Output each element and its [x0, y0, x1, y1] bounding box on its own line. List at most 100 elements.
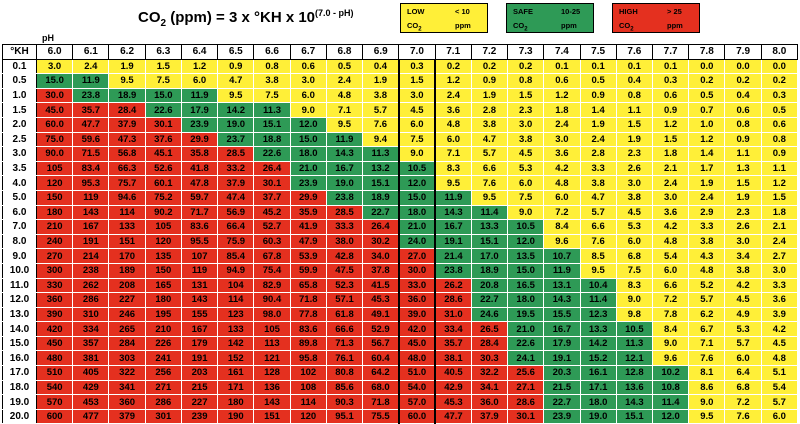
co2-cell: 8.5: [579, 248, 617, 264]
co2-cell: 6.0: [615, 233, 653, 250]
co2-cell: 102: [289, 365, 327, 381]
co2-cell: 9.6: [651, 350, 690, 367]
co2-cell: 18.9: [362, 189, 400, 206]
co2-cell: 0.6: [543, 73, 581, 89]
legend-high-label: HIGH: [619, 7, 638, 16]
co2-table: °KH 6.0 6.1 6.2 6.3 6.4 6.5 6.6 6.7 6.8 6.9 7.0 7.1 7…: [2, 44, 799, 424]
ph-header-cell: 7.5: [579, 44, 617, 60]
co2-cell: 56.7: [362, 335, 400, 352]
ph-header-cell: 6.5: [217, 44, 255, 60]
co2-cell: 10.7: [543, 248, 581, 264]
co2-cell: 75.0: [35, 131, 74, 148]
kh-row-label: 2.0: [2, 116, 37, 133]
co2-cell: 30.2: [362, 233, 400, 250]
co2-cell: 2.4: [651, 175, 690, 191]
co2-cell: 67.8: [253, 248, 291, 264]
co2-cell: 1.1: [760, 160, 799, 177]
ph-header-cell: 7.2: [470, 44, 509, 60]
co2-cell: 71.8: [289, 292, 327, 308]
table-row: 13.0 390 310 246 195 155 123 98.0 77.8 61.8 49.1 39…: [2, 306, 799, 323]
co2-cell: 210: [144, 321, 182, 337]
co2-cell: 300: [35, 262, 74, 279]
co2-cell: 4.2: [724, 277, 762, 294]
co2-cell: 45.3: [362, 292, 400, 308]
co2-cell: 0.9: [579, 87, 617, 104]
co2-cell: 28.6: [507, 394, 545, 410]
co2-cell: 60.0: [35, 116, 74, 133]
co2-cell: 8.3: [434, 160, 472, 177]
table-row: 10.0 300 238 189 150 119 94.9 75.4 59.9 47.5 37.8 3…: [2, 262, 799, 279]
co2-cell: 39.0: [397, 306, 437, 323]
co2-cell: 360: [35, 292, 74, 308]
co2-cell: 25.6: [507, 365, 545, 381]
co2-cell: 1.5: [651, 131, 690, 148]
co2-cell: 47.7: [72, 116, 110, 133]
co2-cell: 227: [108, 292, 146, 308]
co2-cell: 28.4: [470, 335, 509, 352]
co2-cell: 0.8: [507, 73, 545, 89]
co2-cell: 19.1: [434, 233, 472, 250]
co2-cell: 17.1: [579, 379, 617, 396]
co2-cell: 189: [108, 262, 146, 279]
co2-cell: 34.1: [470, 379, 509, 396]
co2-cell: 0.9: [724, 131, 762, 148]
co2-cell: 5.4: [760, 379, 799, 396]
co2-cell: 1.9: [470, 87, 509, 104]
co2-cell: 36.0: [470, 394, 509, 410]
table-row: 2.5 75.0 59.6 47.3 37.6 29.9 23.7 18.8 15.0 11.9 9…: [2, 131, 799, 148]
co2-cell: 3.8: [470, 116, 509, 133]
header: CO2 (ppm) = 3 x °KH x 10(7.0 - pH) LOW <…: [0, 0, 800, 45]
table-row: 3.0 90.0 71.5 56.8 45.1 35.8 28.5 22.6 18.0 14.3 1…: [2, 146, 799, 162]
co2-cell: 322: [108, 365, 146, 381]
co2-cell: 21.0: [397, 219, 437, 235]
co2-cell: 8.4: [651, 321, 690, 337]
co2-cell: 56.9: [217, 204, 255, 221]
co2-cell: 0.2: [507, 58, 545, 75]
co2-cell: 3.8: [724, 262, 762, 279]
co2-cell: 3.3: [760, 277, 799, 294]
co2-cell: 7.2: [651, 292, 690, 308]
co2-cell: 6.4: [724, 365, 762, 381]
co2-cell: 4.8: [434, 116, 472, 133]
co2-cell: 131: [180, 277, 219, 294]
co2-cell: 3.9: [760, 306, 799, 323]
table-row: 9.0 270 214 170 135 107 85.4 67.8 53.9 42.8 34.0 27…: [2, 248, 799, 264]
co2-cell: 15.1: [362, 175, 400, 191]
co2-cell: 240: [35, 233, 74, 250]
co2-cell: 1.2: [434, 73, 472, 89]
co2-cell: 3.3: [688, 219, 726, 235]
co2-cell: 11.3: [362, 146, 400, 162]
co2-cell: 52.6: [144, 160, 182, 177]
co2-cell: 0.6: [760, 116, 799, 133]
co2-cell: 4.7: [217, 73, 255, 89]
co2-cell: 21.5: [543, 379, 581, 396]
co2-cell: 191: [180, 350, 219, 367]
co2-cell: 3.8: [688, 233, 726, 250]
co2-cell: 0.0: [688, 58, 726, 75]
co2-cell: 0.5: [760, 102, 799, 118]
co2-cell: 1.9: [362, 73, 400, 89]
kh-row-label: 17.0: [2, 365, 37, 381]
co2-cell: 286: [72, 292, 110, 308]
co2-cell: 271: [144, 379, 182, 396]
co2-cell: 22.7: [362, 204, 400, 221]
co2-cell: 405: [72, 365, 110, 381]
co2-cell: 0.9: [470, 73, 509, 89]
co2-cell: 9.0: [289, 102, 327, 118]
co2-cell: 60.1: [144, 175, 182, 191]
co2-cell: 0.4: [362, 58, 400, 75]
co2-cell: 18.8: [253, 131, 291, 148]
kh-axis-label: °KH: [2, 44, 37, 60]
co2-cell: 3.0: [615, 175, 653, 191]
co2-cell: 2.4: [325, 73, 364, 89]
co2-cell: 1.8: [543, 102, 581, 118]
co2-cell: 5.3: [615, 219, 653, 235]
co2-cell: 119: [180, 262, 219, 279]
co2-cell: 9.4: [362, 131, 400, 148]
co2-cell: 1.5: [760, 189, 799, 206]
co2-cell: 4.7: [579, 189, 617, 206]
co2-cell: 5.3: [724, 321, 762, 337]
co2-cell: 28.5: [325, 204, 364, 221]
co2-cell: 90.4: [253, 292, 291, 308]
ph-header-cell: 6.1: [72, 44, 110, 60]
